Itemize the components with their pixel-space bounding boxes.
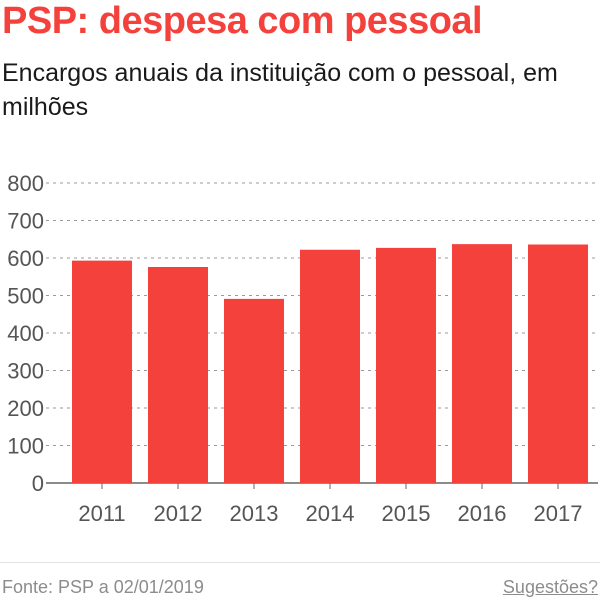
y-tick-label: 700 xyxy=(7,209,44,234)
y-tick-label: 0 xyxy=(32,471,44,496)
bar-2012 xyxy=(148,267,208,483)
bar-chart: 0 100 200 300 400 500 600 700 800 2011 2012 2013 201… xyxy=(7,171,598,526)
y-tick-label: 100 xyxy=(7,434,44,459)
source-note: Fonte: PSP a 02/01/2019 xyxy=(2,577,204,597)
chart-subtitle: Encargos anuais da instituição com o pes… xyxy=(2,59,558,121)
bar-2015 xyxy=(376,247,436,483)
x-tick-label: 2016 xyxy=(458,501,507,526)
x-tick-label: 2011 xyxy=(78,501,125,526)
x-tick-label: 2014 xyxy=(306,501,355,526)
x-tick-label: 2012 xyxy=(154,501,203,526)
y-tick-label: 500 xyxy=(7,284,44,309)
bar-2011 xyxy=(72,260,132,483)
footer-divider xyxy=(0,562,600,563)
y-tick-label: 300 xyxy=(7,359,44,384)
y-tick-label: 800 xyxy=(7,171,44,196)
y-tick-label: 400 xyxy=(7,321,44,346)
y-tick-label: 200 xyxy=(7,396,44,421)
bar-2016 xyxy=(452,244,512,483)
x-tick-label: 2017 xyxy=(534,501,583,526)
x-tick-label: 2013 xyxy=(230,501,279,526)
y-tick-label: 600 xyxy=(7,246,44,271)
chart-title: PSP: despesa com pessoal xyxy=(2,0,483,42)
bar-2014 xyxy=(300,249,360,483)
bar-2013 xyxy=(224,298,284,483)
suggestions-link[interactable]: Sugestões? xyxy=(502,577,598,597)
x-tick-label: 2015 xyxy=(382,501,431,526)
bar-2017 xyxy=(528,244,588,483)
